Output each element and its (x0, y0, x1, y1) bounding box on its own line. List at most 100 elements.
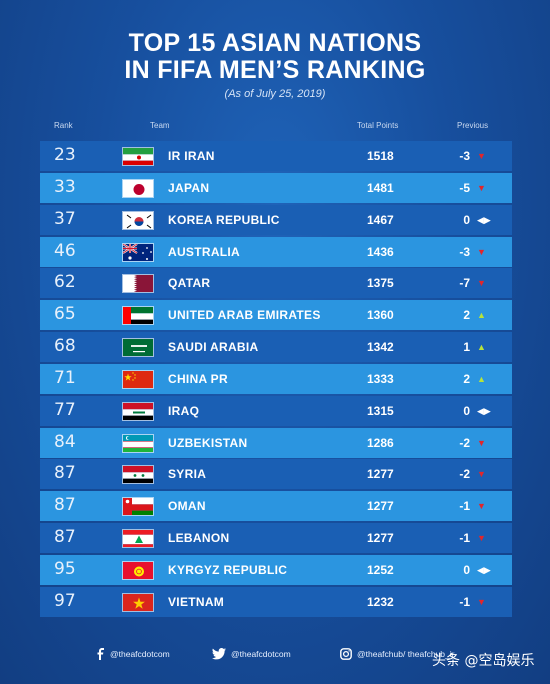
row-previous: -3 (459, 149, 470, 163)
trend-same-icon: ◀▶ (477, 405, 491, 416)
row-team: UNITED ARAB EMIRATES (168, 308, 321, 323)
table-row: 71 CHINA PR 1333 2 ▲ (40, 363, 512, 394)
row-rank: 87 (54, 527, 76, 548)
title-line-2: IN FIFA MEN’S RANKING (124, 56, 426, 84)
table-row: 84 UZBEKISTAN 1286 -2 ▼ (40, 427, 512, 458)
facebook-icon (97, 648, 104, 660)
row-previous: -1 (459, 499, 470, 514)
row-previous: 2 (463, 371, 470, 386)
row-rank: 71 (54, 367, 76, 388)
oman-flag-icon (122, 497, 154, 517)
row-points: 1252 (367, 562, 394, 577)
trend-up-icon: ▲ (477, 373, 486, 384)
row-previous: -5 (459, 180, 470, 195)
row-team: UZBEKISTAN (168, 435, 248, 450)
row-points: 1436 (367, 244, 394, 259)
trend-down-icon: ▼ (477, 469, 486, 480)
column-headers: Rank Team Total Points Previous (0, 121, 550, 135)
trend-down-icon: ▼ (477, 596, 486, 607)
instagram-handle: @theafchub/ theafchub_ir (357, 649, 455, 659)
facebook-handle: @theafcdotcom (110, 649, 170, 659)
china-flag-icon (122, 369, 154, 389)
page-title: TOP 15 ASIAN NATIONS IN FIFA MEN’S RANKI… (0, 30, 550, 84)
row-previous: -7 (459, 276, 470, 291)
lebanon-flag-icon (122, 529, 154, 549)
row-team: IRAQ (168, 403, 200, 418)
qatar-flag-icon (122, 274, 154, 294)
row-previous: 1 (463, 340, 470, 355)
syria-flag-icon (122, 465, 154, 485)
row-team: SAUDI ARABIA (168, 340, 259, 355)
row-points: 1277 (367, 499, 394, 514)
row-points: 1518 (367, 149, 394, 163)
uae-flag-icon (122, 306, 154, 326)
table-row: 62 QATAR 1375 -7 ▼ (40, 268, 512, 299)
twitter-handle: @theafcdotcom (231, 649, 291, 659)
trend-same-icon: ◀▶ (477, 564, 491, 575)
trend-down-icon: ▼ (477, 533, 486, 544)
iran-flag-icon (122, 147, 154, 166)
row-points: 1277 (367, 531, 394, 546)
row-rank: 84 (54, 431, 76, 452)
table-row: 95 KYRGYZ REPUBLIC 1252 0 ◀▶ (40, 554, 512, 585)
row-points: 1342 (367, 340, 394, 355)
kyrgyz-flag-icon (122, 560, 154, 580)
table-row: 97 VIETNAM 1232 -1 ▼ (40, 586, 512, 617)
table-row: 68 SAUDI ARABIA 1342 1 ▲ (40, 332, 512, 363)
watermark: 头条 @空岛娱乐 (432, 653, 535, 669)
vietnam-flag-icon (122, 592, 154, 612)
table-row: 87 OMAN 1277 -1 ▼ (40, 491, 512, 522)
twitter-link[interactable]: @theafcdotcom (212, 648, 291, 660)
row-previous: -1 (459, 531, 470, 546)
row-previous: -1 (459, 594, 470, 609)
table-row: 23 IR IRAN 1518 -3 ▼ (40, 141, 512, 171)
header-previous: Previous (457, 121, 489, 130)
row-rank: 46 (54, 240, 76, 261)
saudi-flag-icon (122, 338, 154, 358)
row-previous: -3 (459, 244, 470, 259)
row-rank: 97 (54, 590, 76, 611)
table-row: 46 AUSTRALIA 1436 -3 ▼ (40, 236, 512, 267)
instagram-link[interactable]: @theafchub/ theafchub_ir (340, 648, 454, 660)
table-row: 77 IRAQ 1315 0 ◀▶ (40, 395, 512, 426)
row-rank: 77 (54, 399, 76, 420)
table-row: 87 SYRIA 1277 -2 ▼ (40, 459, 512, 490)
row-previous: 2 (463, 308, 470, 323)
korea-flag-icon (122, 210, 154, 230)
ranking-table: 23 IR IRAN 1518 -3 ▼ 33 JAPAN 1481 -5 ▼ 37 KOREA RE… (40, 141, 512, 619)
row-rank: 23 (54, 145, 76, 165)
row-rank: 37 (54, 208, 76, 229)
row-rank: 33 (54, 176, 76, 197)
table-row: 65 UNITED ARAB EMIRATES 1360 2 ▲ (40, 300, 512, 331)
header-total-points: Total Points (357, 121, 399, 130)
row-previous: 0 (463, 212, 470, 227)
row-team: SYRIA (168, 467, 207, 482)
row-team: KYRGYZ REPUBLIC (168, 562, 288, 577)
japan-flag-icon (122, 178, 154, 198)
twitter-icon (212, 648, 226, 660)
subtitle-date: (As of July 25, 2019) (224, 88, 326, 100)
row-previous: 0 (463, 403, 470, 418)
row-rank: 65 (54, 304, 76, 325)
row-previous: 0 (463, 562, 470, 577)
row-points: 1375 (367, 276, 394, 291)
row-points: 1360 (367, 308, 394, 323)
uzbekistan-flag-icon (122, 433, 154, 453)
row-team: IR IRAN (168, 149, 215, 163)
trend-up-icon: ▲ (477, 310, 486, 321)
australia-flag-icon (122, 242, 154, 262)
trend-down-icon: ▼ (477, 437, 486, 448)
trend-up-icon: ▲ (477, 342, 486, 353)
row-team: OMAN (168, 499, 206, 514)
trend-down-icon: ▼ (477, 151, 486, 161)
footer: @theafcdotcom @theafcdotcom @theafchub/ … (0, 640, 550, 670)
instagram-icon (340, 648, 352, 660)
row-rank: 87 (54, 495, 76, 516)
facebook-link[interactable]: @theafcdotcom (96, 648, 170, 660)
row-previous: -2 (459, 467, 470, 482)
trend-down-icon: ▼ (477, 278, 486, 289)
trend-down-icon: ▼ (477, 182, 486, 193)
row-points: 1277 (367, 467, 394, 482)
trend-down-icon: ▼ (477, 501, 486, 512)
table-row: 37 KOREA REPUBLIC 1467 0 ◀▶ (40, 204, 512, 235)
